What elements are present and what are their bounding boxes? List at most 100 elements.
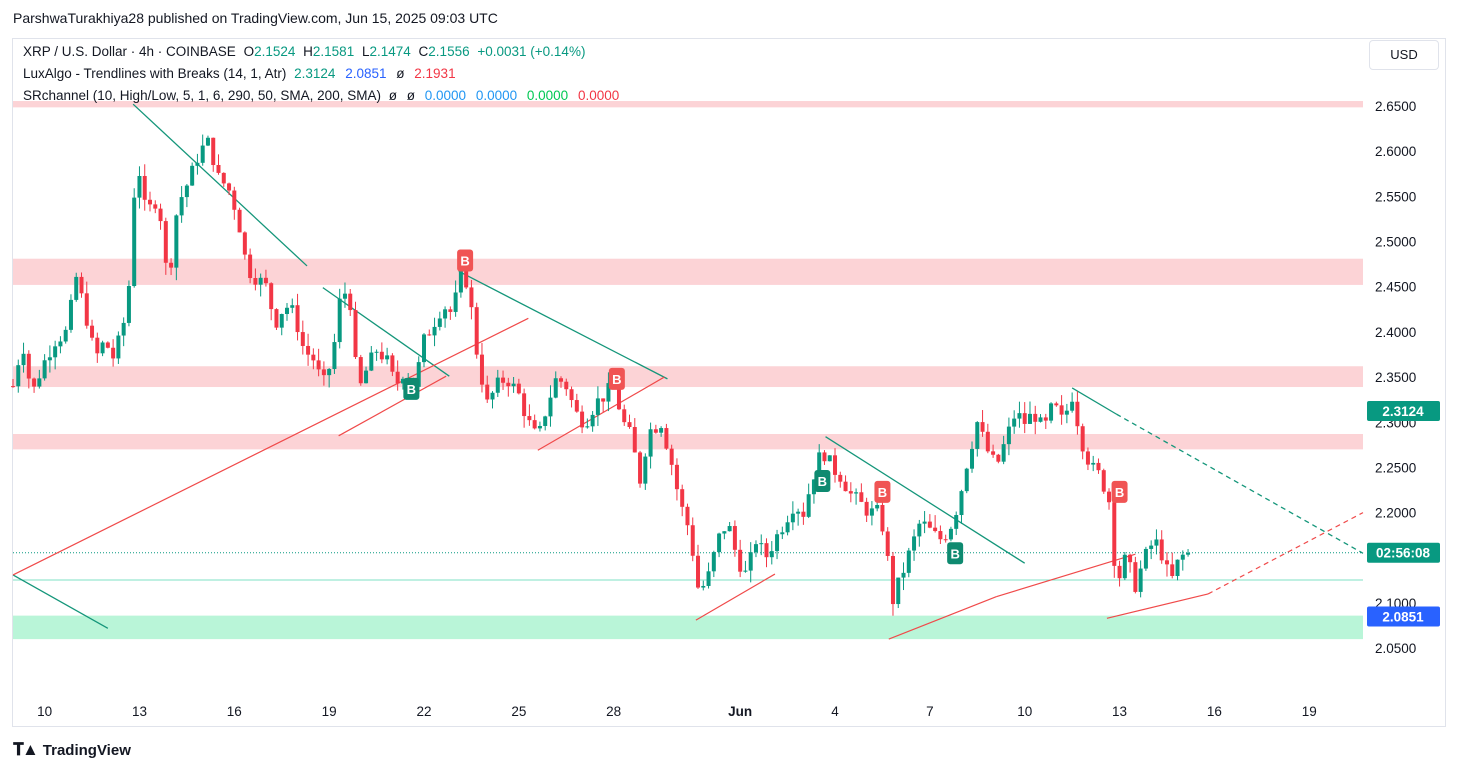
bullish-break-marker: [947, 542, 964, 565]
candle-body: [938, 531, 943, 540]
indicator-luxalgo-name[interactable]: LuxAlgo - Trendlines with Breaks (14, 1,…: [23, 66, 287, 81]
break-marker-label: B: [460, 254, 469, 269]
candle-body: [1180, 554, 1185, 560]
currency-button[interactable]: USD: [1369, 40, 1439, 70]
candle-body: [880, 505, 885, 532]
candle-body: [1017, 413, 1022, 419]
candle-body: [775, 534, 780, 552]
candle-body: [269, 283, 274, 310]
x-tick-label: 13: [1112, 704, 1127, 719]
candle-body: [68, 299, 73, 330]
candle-body: [295, 305, 300, 333]
srchannel-na-symbol-1: ø: [388, 88, 397, 103]
candle-body: [1043, 417, 1048, 421]
support-zone: [13, 615, 1363, 640]
srchannel-value-1: 0.0000: [424, 88, 467, 103]
candles: [11, 134, 1191, 616]
candle-body: [1027, 413, 1032, 424]
candle-body: [564, 381, 569, 390]
candle-body: [664, 428, 669, 449]
indicator-srchannel-name[interactable]: SRchannel (10, High/Low, 5, 1, 6, 290, 5…: [23, 88, 381, 103]
break-marker-label: B: [1115, 485, 1124, 500]
candle-body: [696, 555, 701, 588]
candle-body: [801, 511, 806, 517]
candle-body: [111, 347, 116, 359]
candle-body: [195, 162, 200, 166]
candle-body: [74, 276, 79, 300]
x-tick-label: 19: [322, 704, 337, 719]
candle-body: [100, 342, 105, 354]
candle-body: [53, 346, 58, 358]
candle-body: [1143, 548, 1148, 569]
candle-body: [674, 464, 679, 490]
candle-body: [390, 355, 395, 372]
x-tick-label: 10: [1017, 704, 1032, 719]
candle-body: [622, 409, 627, 423]
candle-body: [42, 360, 47, 379]
candle-body: [796, 511, 801, 514]
candle-body: [991, 451, 996, 455]
symbol-name[interactable]: XRP / U.S. Dollar · 4h · COINBASE: [23, 44, 236, 59]
price-label-text: 02:56:08: [1376, 546, 1431, 561]
candle-body: [553, 378, 558, 398]
y-tick-label: 2.4000: [1375, 325, 1416, 340]
candle-body: [580, 411, 585, 428]
bullish-break-marker: [403, 377, 420, 400]
candle-body: [975, 422, 980, 449]
candle-body: [142, 175, 147, 200]
candle-body: [348, 293, 353, 311]
candle-body: [1080, 426, 1085, 452]
x-tick-label: 19: [1302, 704, 1317, 719]
high-label: H: [303, 44, 313, 59]
luxalgo-lower-value: 2.0851: [345, 66, 387, 81]
candle-body: [474, 307, 479, 355]
candle-body: [1175, 559, 1180, 577]
uptrend-line: [695, 573, 776, 621]
candle-body: [184, 185, 189, 198]
candle-body: [221, 172, 226, 184]
candle-body: [1149, 545, 1154, 549]
y-tick-label: 2.5000: [1375, 235, 1416, 250]
uptrend-line: [996, 553, 1136, 598]
candle-body: [1059, 405, 1064, 415]
candle-body: [1133, 562, 1138, 592]
candle-body: [1096, 462, 1101, 471]
low-label: L: [361, 44, 370, 59]
candle-body: [464, 266, 469, 288]
y-tick-label: 2.2500: [1375, 460, 1416, 475]
legend-srchannel: SRchannel (10, High/Low, 5, 1, 6, 290, 5…: [23, 88, 625, 103]
candle-body: [437, 318, 442, 327]
candle-body: [680, 489, 685, 507]
candle-body: [854, 492, 859, 494]
uptrend-line: [12, 317, 529, 576]
candle-body: [669, 448, 674, 465]
candle-body: [959, 491, 964, 516]
candle-body: [964, 468, 969, 492]
candle-body: [121, 322, 126, 336]
uptrend-line: [338, 375, 447, 437]
candle-body: [327, 369, 332, 376]
candle-body: [216, 165, 221, 173]
candle-body: [11, 386, 15, 388]
candle-body: [422, 334, 427, 363]
candle-body: [906, 550, 911, 573]
candle-body: [727, 526, 732, 532]
price-label-text: 2.0851: [1382, 609, 1424, 624]
candle-body: [585, 426, 590, 428]
candle-body: [643, 456, 648, 484]
tradingview-logo[interactable]: 𝐓▲ TradingView: [13, 740, 131, 760]
close-value: 2.1556: [428, 44, 470, 59]
break-marker-label: B: [818, 474, 827, 489]
candle-body: [501, 377, 506, 383]
x-tick-label: 4: [831, 704, 839, 719]
candle-body: [1107, 491, 1112, 503]
candle-body: [306, 345, 311, 355]
candle-body: [648, 429, 653, 457]
y-tick-label: 2.0500: [1375, 641, 1416, 656]
candle-body: [300, 332, 305, 346]
uptrend-line: [537, 376, 665, 451]
candle-body: [574, 400, 579, 412]
price-labels: 2.3124 02:56:08 2.0851: [1367, 401, 1440, 627]
candle-body: [638, 452, 643, 484]
